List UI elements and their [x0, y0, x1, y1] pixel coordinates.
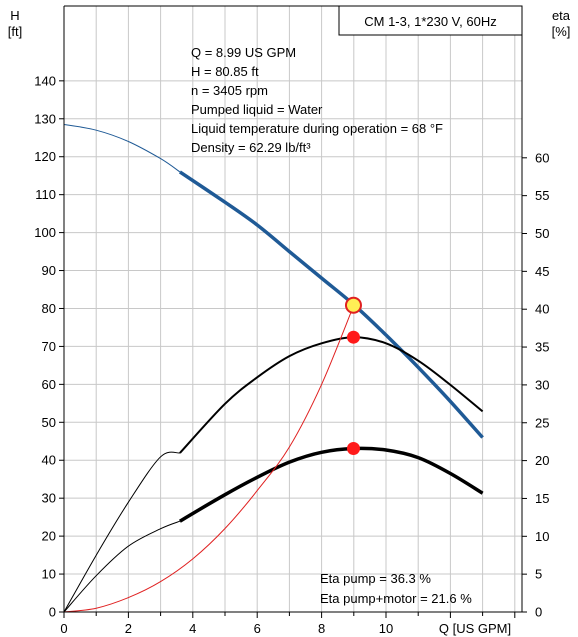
right-tick-label-30: 30 [535, 377, 549, 392]
right-tick-label-15: 15 [535, 491, 549, 506]
info-line-h: H = 80.85 ft [191, 64, 259, 79]
right-tick-label-35: 35 [535, 340, 549, 355]
curve-eta_pump-thick [179, 336, 484, 454]
info-block: Q = 8.99 US GPM H = 80.85 ft n = 3405 rp… [191, 45, 443, 155]
curve-head-thick [178, 170, 484, 439]
duty-point-eta_pump_motor [346, 441, 360, 455]
right-tick-label-25: 25 [535, 415, 549, 430]
x-tick-label-6: 6 [254, 621, 261, 636]
duty-point-eta_pump [346, 330, 360, 344]
right-tick-label-40: 40 [535, 302, 549, 317]
x-tick-label-0: 0 [60, 621, 67, 636]
info-line-temperature: Liquid temperature during operation = 68… [191, 121, 443, 136]
eta-block: Eta pump = 36.3 % Eta pump+motor = 21.6 … [320, 571, 472, 606]
right-tick-label-60: 60 [535, 150, 549, 165]
right-axis-unit: [%] [552, 24, 571, 39]
left-tick-label-130: 130 [34, 111, 56, 126]
left-tick-label-10: 10 [42, 567, 56, 582]
left-tick-label-40: 40 [42, 453, 56, 468]
right-tick-label-50: 50 [535, 226, 549, 241]
title-box [338, 5, 523, 36]
left-tick-label-80: 80 [42, 301, 56, 316]
x-tick-label-10: 10 [379, 621, 393, 636]
right-tick-label-5: 5 [535, 567, 542, 582]
x-tick-label-4: 4 [189, 621, 196, 636]
left-tick-label-50: 50 [42, 415, 56, 430]
right-tick-label-0: 0 [535, 605, 542, 620]
left-tick-label-90: 90 [42, 263, 56, 278]
left-tick-label-30: 30 [42, 491, 56, 506]
left-tick-label-100: 100 [34, 225, 56, 240]
eta-pump-motor-label: Eta pump+motor = 21.6 % [320, 591, 472, 606]
eta-pump-label: Eta pump = 36.3 % [320, 571, 431, 586]
x-axis-label: Q [US GPM] [439, 621, 511, 636]
curve-system_curve [63, 305, 355, 613]
info-line-n: n = 3405 rpm [191, 83, 268, 98]
left-tick-label-0: 0 [49, 605, 56, 620]
info-line-q: Q = 8.99 US GPM [191, 45, 296, 60]
left-tick-label-60: 60 [42, 377, 56, 392]
axes: 0102030405060708090100110120130140051015… [34, 5, 549, 636]
grid-lines [64, 6, 522, 612]
left-axis-label: H [10, 8, 19, 23]
duty-points [344, 296, 362, 455]
left-axis-unit: [ft] [8, 24, 22, 39]
info-line-density: Density = 62.29 lb/ft³ [191, 140, 311, 155]
left-tick-label-140: 140 [34, 73, 56, 88]
curve-eta_pump_motor-thick [178, 446, 484, 523]
curve-eta_pump_motor-thin [63, 520, 181, 613]
right-tick-label-55: 55 [535, 188, 549, 203]
curve-eta_pump-thin [63, 451, 181, 613]
chart-title: CM 1-3, 1*230 V, 60Hz [364, 14, 496, 29]
right-tick-label-10: 10 [535, 529, 549, 544]
info-line-liquid: Pumped liquid = Water [191, 102, 323, 117]
right-axis-label: eta [552, 8, 571, 23]
right-tick-label-20: 20 [535, 453, 549, 468]
curve-head-thin [63, 124, 181, 173]
curves [63, 124, 484, 613]
left-tick-label-70: 70 [42, 339, 56, 354]
duty-point-head [344, 296, 362, 314]
left-tick-label-110: 110 [35, 187, 56, 202]
x-tick-label-2: 2 [125, 621, 132, 636]
left-tick-label-120: 120 [34, 149, 56, 164]
x-tick-label-8: 8 [318, 621, 325, 636]
left-tick-label-20: 20 [42, 529, 56, 544]
right-tick-label-45: 45 [535, 264, 549, 279]
